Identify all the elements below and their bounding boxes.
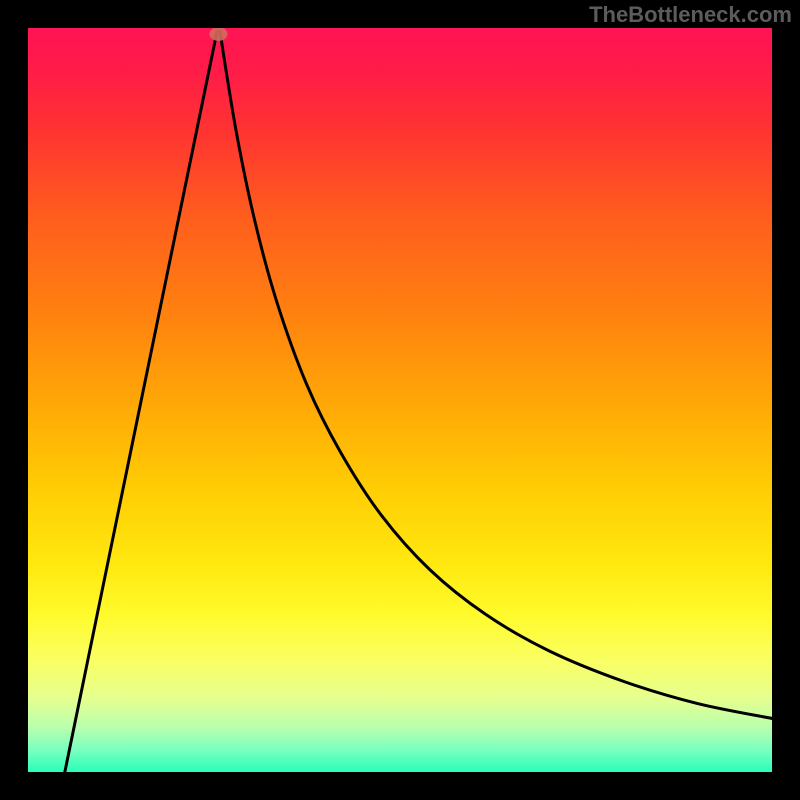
bottleneck-curve — [28, 28, 772, 772]
watermark-text: TheBottleneck.com — [589, 2, 792, 28]
plot-area — [28, 28, 772, 772]
curve-path — [65, 32, 772, 772]
optimal-point-marker — [209, 28, 227, 41]
